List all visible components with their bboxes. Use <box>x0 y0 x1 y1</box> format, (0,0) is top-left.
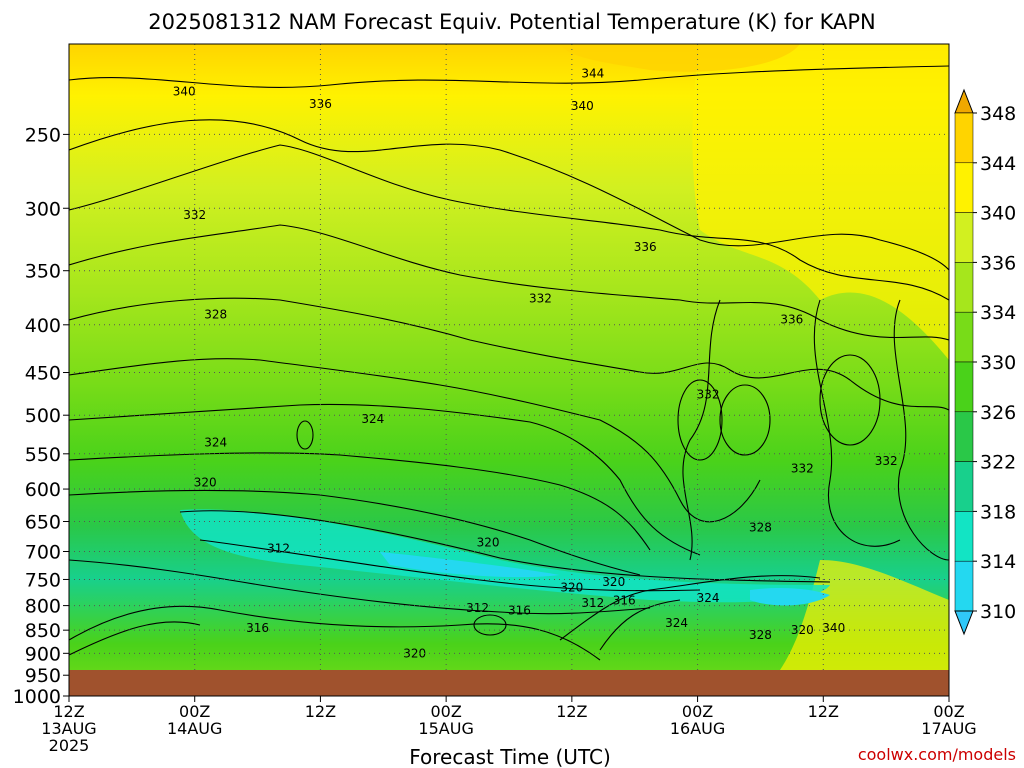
colorbar-label: 344 <box>980 153 1016 175</box>
contour-label: 320 <box>477 536 500 550</box>
x-tick-label: 2025 <box>49 736 90 755</box>
y-tick-label: 500 <box>25 405 61 427</box>
contour-label: 320 <box>791 623 814 637</box>
y-tick-label: 850 <box>25 620 61 642</box>
colorbar-label: 326 <box>980 402 1016 424</box>
plot-frame <box>68 43 950 697</box>
contour-label: 324 <box>697 591 720 605</box>
plot-area: 3403363443403323363323363283323243243323… <box>69 44 949 696</box>
y-tick-label: 800 <box>25 596 61 618</box>
x-tick-label: 13AUG <box>41 719 96 738</box>
warm-region-top <box>560 44 800 72</box>
x-tick-label: 17AUG <box>921 719 976 738</box>
colorbar-swatch <box>954 361 974 413</box>
cool-tongue <box>180 509 830 603</box>
contour-label: 312 <box>267 542 290 556</box>
contour-label: 332 <box>875 454 898 468</box>
colorbar-swatch <box>954 511 974 562</box>
colorbar-label: 318 <box>980 501 1016 523</box>
contour-label: 312 <box>466 601 489 615</box>
contour-label: 332 <box>529 292 552 306</box>
contour-label: 328 <box>204 308 227 322</box>
colorbar-label: 310 <box>980 601 1016 623</box>
chart-title: 2025081312 NAM Forecast Equiv. Potential… <box>148 10 875 34</box>
contour-label: 332 <box>791 461 814 475</box>
y-tick-label: 250 <box>25 124 61 146</box>
contour-label: 328 <box>749 628 772 642</box>
contour-label: 332 <box>697 387 720 401</box>
contour-label: 324 <box>665 616 688 630</box>
colorbar-label: 336 <box>980 252 1016 274</box>
colorbar-label: 340 <box>980 203 1016 225</box>
colorbar-label: 348 <box>980 103 1016 125</box>
y-tick-label: 350 <box>25 261 61 283</box>
x-tick-label: 00Z <box>682 702 713 721</box>
y-tick-label: 1000 <box>13 686 61 708</box>
y-tick-label: 650 <box>25 511 61 533</box>
y-tick-label: 950 <box>25 665 61 687</box>
contour-label: 320 <box>602 575 625 589</box>
contour-label: 336 <box>634 240 657 254</box>
colorbar-swatch <box>954 411 974 462</box>
y-tick-label: 750 <box>25 569 61 591</box>
contour-label: 344 <box>581 66 604 80</box>
contour-label: 316 <box>613 594 636 608</box>
x-tick-label: 16AUG <box>670 719 725 738</box>
x-tick-label: 00Z <box>933 702 964 721</box>
cold-core <box>380 552 560 578</box>
credit-text: coolwx.com/models <box>858 745 1016 764</box>
colorbar-swatch <box>954 112 974 164</box>
contour-label: 324 <box>361 412 384 426</box>
contour-label: 316 <box>246 621 269 635</box>
y-tick-label: 700 <box>25 542 61 564</box>
x-tick-label: 12Z <box>808 702 839 721</box>
contour-label: 320 <box>194 475 217 489</box>
y-tick-label: 600 <box>25 479 61 501</box>
colorbar-swatch <box>954 461 974 512</box>
y-tick-label: 550 <box>25 444 61 466</box>
colorbar: 348 344 340 336 334 330 326 322 318 314 310 <box>954 88 1016 636</box>
y-tick-label: 450 <box>25 363 61 385</box>
colorbar-swatch <box>954 560 974 612</box>
x-tick-label: 12Z <box>556 702 587 721</box>
x-tick-label: 12Z <box>53 702 84 721</box>
y-axis: 2503003504004505005506006507007508008509… <box>13 124 69 708</box>
y-tick-label: 900 <box>25 643 61 665</box>
cold-core-right <box>750 587 830 606</box>
x-axis-label: Forecast Time (UTC) <box>409 745 611 768</box>
contour-label: 340 <box>173 85 196 99</box>
y-tick-label: 400 <box>25 315 61 337</box>
colorbar-swatch <box>954 212 974 263</box>
colorbar-swatch <box>954 262 974 313</box>
colorbar-label: 330 <box>980 352 1016 374</box>
contour-label: 320 <box>560 580 583 594</box>
contour-label: 312 <box>581 596 604 610</box>
y-tick-label: 300 <box>25 198 61 220</box>
colorbar-extend-bottom <box>954 610 974 636</box>
contours <box>69 65 949 661</box>
ground <box>69 670 949 696</box>
contour-label: 328 <box>749 521 772 535</box>
contour-labels: 3403363443403323363323363283323243243323… <box>173 66 898 696</box>
x-tick-label: 15AUG <box>418 719 473 738</box>
x-tick-label: 14AUG <box>167 719 222 738</box>
contour-label: 324 <box>204 436 227 450</box>
x-tick-label: 00Z <box>179 702 210 721</box>
colorbar-extend-top <box>954 88 974 114</box>
colorbar-label: 314 <box>980 551 1016 573</box>
x-tick-label: 00Z <box>430 702 461 721</box>
colorbar-swatch <box>954 162 974 213</box>
contour-label: 336 <box>780 313 803 327</box>
contour-label: 340 <box>571 99 594 113</box>
x-tick-label: 12Z <box>305 702 336 721</box>
contour-label: 340 <box>822 621 845 635</box>
colorbar-label: 322 <box>980 452 1016 474</box>
colorbar-label: 334 <box>980 302 1016 324</box>
colorbar-swatch <box>954 311 974 363</box>
contour-label: 316 <box>508 604 531 618</box>
